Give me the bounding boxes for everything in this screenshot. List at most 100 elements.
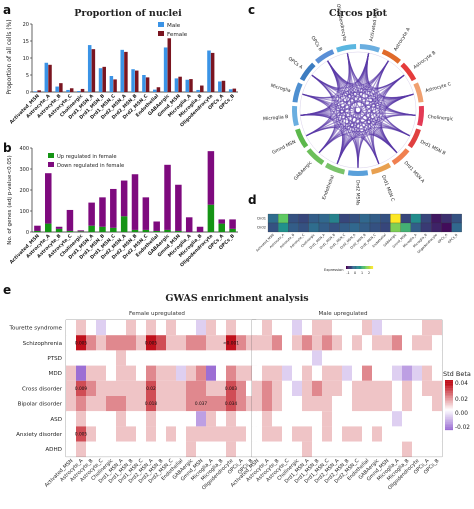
colorbar-step bbox=[371, 266, 373, 269]
bar-male bbox=[55, 86, 59, 92]
bar-up-regulated-in-female bbox=[131, 229, 139, 232]
colorbar-tick: 0.04 bbox=[455, 381, 468, 387]
colorbar-tick: 0.02 bbox=[455, 397, 468, 403]
colorbar-step bbox=[445, 406, 453, 408]
heatmap-cell bbox=[288, 213, 299, 224]
heatmap-col-label: OPCs_A bbox=[437, 232, 449, 244]
gwas-cell bbox=[146, 320, 156, 336]
gwas-cell bbox=[252, 441, 262, 457]
heatmap-cell bbox=[420, 222, 432, 233]
gwas-cell bbox=[186, 411, 196, 427]
bar-up-regulated-in-female bbox=[88, 225, 95, 232]
gwas-cell bbox=[272, 441, 282, 457]
gwas-cell bbox=[216, 365, 226, 381]
bar-up-regulated-in-female bbox=[229, 228, 236, 232]
gwas-cell bbox=[422, 380, 432, 396]
heatmap-cell bbox=[359, 222, 371, 233]
gwas-cell bbox=[372, 396, 382, 412]
circos-sector bbox=[292, 82, 303, 103]
bar-female bbox=[189, 79, 193, 92]
colorbar-step bbox=[355, 266, 356, 269]
gwas-cell bbox=[106, 396, 116, 412]
colorbar-step bbox=[360, 266, 362, 269]
gwas-cell bbox=[86, 426, 96, 442]
gwas-cell bbox=[246, 350, 256, 366]
gwas-pvalue-label: 0.009 bbox=[75, 386, 88, 392]
gwas-cell bbox=[96, 380, 106, 396]
gwas-cell bbox=[176, 365, 186, 381]
gwas-cell bbox=[196, 320, 206, 336]
colorbar-step bbox=[445, 418, 453, 421]
heatmap-cell bbox=[431, 213, 442, 224]
gwas-cell bbox=[432, 411, 442, 427]
gwas-cell bbox=[392, 441, 402, 457]
colorbar-step bbox=[354, 266, 356, 269]
gwas-cell bbox=[332, 396, 342, 412]
gwas-cell bbox=[262, 320, 272, 336]
colorbar-step bbox=[445, 417, 453, 419]
bar-down-regulated-in-female bbox=[153, 221, 160, 231]
gwas-cell bbox=[282, 396, 292, 412]
heatmap-cell bbox=[410, 222, 422, 233]
colorbar-step bbox=[362, 266, 364, 269]
gwas-cell bbox=[116, 350, 126, 366]
y-tick-label: 100 bbox=[19, 209, 29, 215]
bar-down-regulated-in-female bbox=[175, 184, 182, 231]
gwas-cell bbox=[282, 350, 292, 366]
gwas-row-label: Schizophrenia bbox=[23, 341, 62, 347]
gwas-cell bbox=[236, 335, 246, 351]
bar-down-regulated-in-female bbox=[142, 197, 150, 230]
gwas-cell bbox=[372, 411, 382, 427]
heatmap-cell bbox=[400, 222, 411, 233]
bar-down-regulated-in-female bbox=[66, 209, 74, 231]
panel-c-title: Circos plot bbox=[329, 8, 388, 19]
gwas-cell bbox=[292, 380, 302, 396]
bar-down-regulated-in-female bbox=[88, 202, 95, 226]
legend-swatch bbox=[48, 153, 54, 158]
heatmap-cell bbox=[390, 222, 401, 233]
gwas-cell bbox=[262, 335, 272, 351]
gwas-cell bbox=[226, 380, 236, 396]
circos-sector bbox=[359, 44, 380, 53]
circos-sector-label: Cholinergic bbox=[427, 114, 454, 122]
gwas-cell bbox=[402, 320, 412, 336]
colorbar-step bbox=[356, 266, 358, 269]
gwas-pvalue-label: 0.034 bbox=[225, 401, 238, 407]
gwas-cell bbox=[382, 335, 392, 351]
gwas-cell bbox=[352, 441, 362, 457]
gwas-cell bbox=[312, 365, 322, 381]
colorbar-step bbox=[445, 386, 453, 388]
gwas-cell bbox=[332, 426, 342, 442]
gwas-cell bbox=[332, 411, 342, 427]
colorbar-step bbox=[346, 266, 348, 269]
heatmap-cell bbox=[400, 213, 411, 224]
heatmap-cell bbox=[267, 213, 279, 224]
gwas-cell bbox=[106, 441, 116, 457]
facet-label-female: Female upregulated bbox=[129, 311, 185, 317]
gwas-cell bbox=[252, 380, 262, 396]
heatmap-cell bbox=[380, 222, 391, 233]
gwas-cell bbox=[146, 365, 156, 381]
gwas-cell bbox=[176, 350, 186, 366]
gwas-cell bbox=[402, 396, 412, 412]
bar-up-regulated-in-female bbox=[207, 204, 215, 232]
gwas-cell bbox=[292, 365, 302, 381]
gwas-cell bbox=[432, 335, 442, 351]
gwas-cell bbox=[292, 350, 302, 366]
colorbar-step bbox=[445, 383, 453, 386]
colorbar-tick: 2 bbox=[368, 271, 370, 275]
bar-down-regulated-in-female bbox=[218, 219, 225, 224]
bar-female bbox=[91, 49, 96, 92]
gwas-cell bbox=[382, 411, 392, 427]
gwas-cell bbox=[176, 380, 186, 396]
gwas-cell bbox=[166, 365, 176, 381]
gwas-cell bbox=[66, 350, 76, 366]
gwas-cell bbox=[126, 335, 136, 351]
gwas-cell bbox=[402, 350, 412, 366]
heatmap-cell bbox=[278, 222, 289, 233]
gwas-cell bbox=[272, 350, 282, 366]
gwas-cell bbox=[96, 396, 106, 412]
gwas-cell bbox=[302, 426, 312, 442]
gwas-cell bbox=[322, 396, 332, 412]
bar-male bbox=[44, 62, 49, 92]
